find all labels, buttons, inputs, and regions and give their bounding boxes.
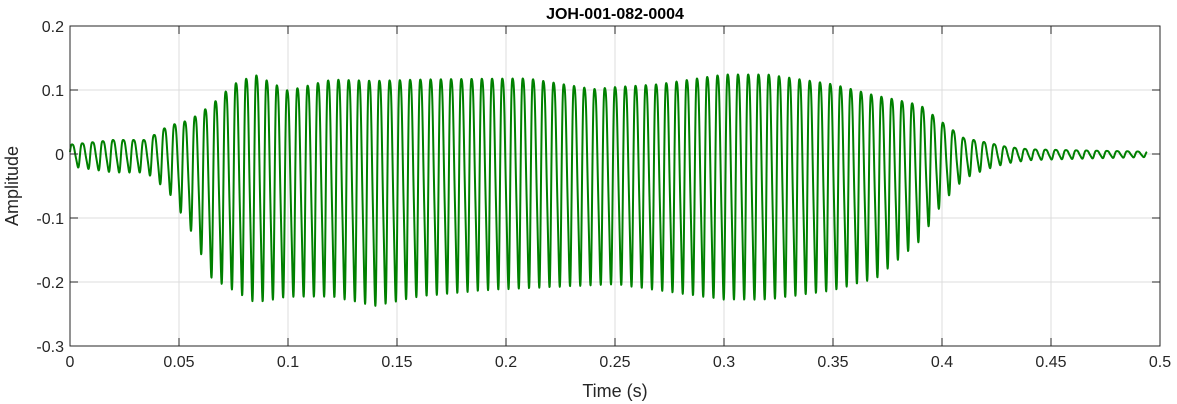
x-axis: 0 0.05 0.1 0.15 0.2 0.25 0.3 0.35 0.4 0.45 0.5 [66,26,1171,371]
x-tick-label: 0.25 [599,354,630,371]
y-axis-label: Amplitude [2,146,22,226]
series-layer [69,73,1148,307]
y-tick-label: -0.2 [36,275,64,292]
x-tick-label: 0.2 [495,354,517,371]
y-tick-label: -0.1 [36,211,64,228]
waveform-series-line [69,73,1148,307]
x-tick-label: 0.3 [713,354,735,371]
x-tick-label: 0.45 [1035,354,1066,371]
y-tick-label: 0 [55,147,64,164]
x-tick-label: 0.15 [381,354,412,371]
x-tick-label: 0.35 [817,354,848,371]
y-tick-label: -0.3 [36,339,64,356]
y-tick-label: 0.1 [42,83,64,100]
y-tick-label: 0.2 [42,19,64,36]
x-tick-label: 0 [66,354,75,371]
y-axis: -0.3 -0.2 -0.1 0 0.1 0.2 [36,19,1160,356]
x-tick-label: 0.05 [163,354,194,371]
x-axis-label: Time (s) [582,381,647,401]
chart-title: JOH-001-082-0004 [546,6,684,23]
x-tick-label: 0.4 [931,354,953,371]
x-tick-label: 0.1 [277,354,299,371]
x-tick-label: 0.5 [1149,354,1171,371]
